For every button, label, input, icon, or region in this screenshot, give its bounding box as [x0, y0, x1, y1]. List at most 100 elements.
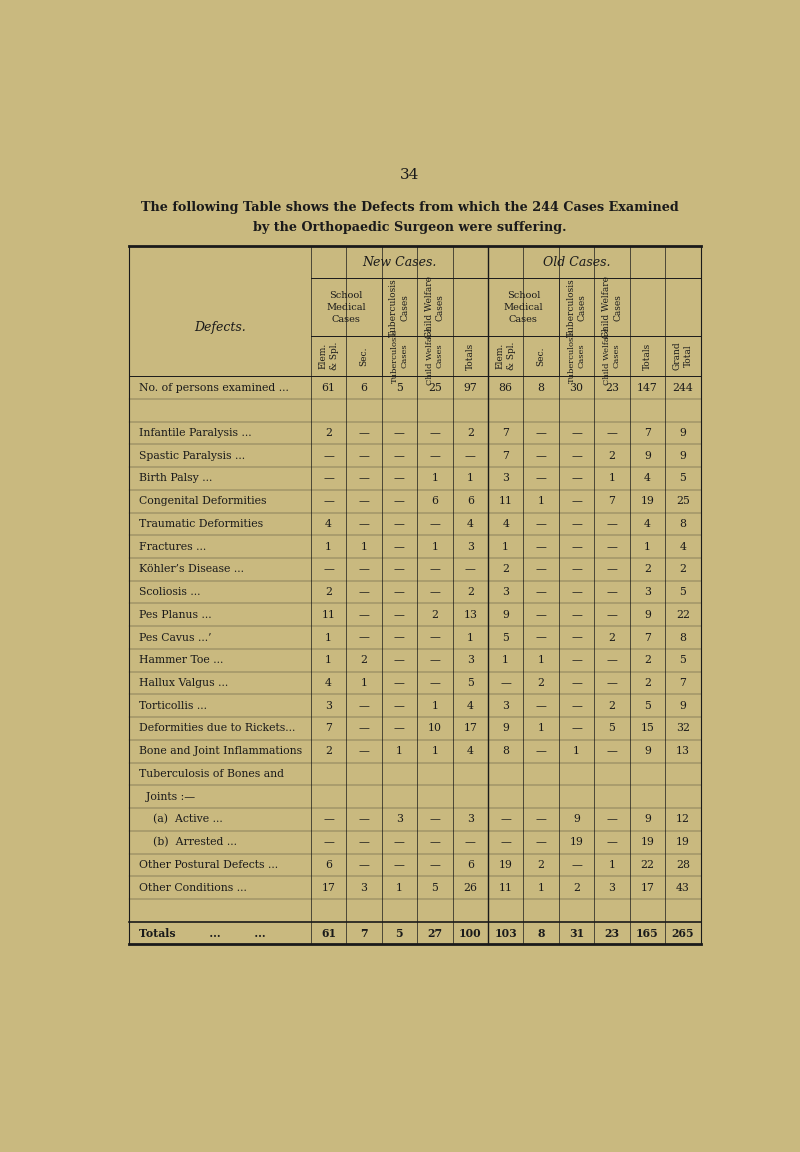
Text: 10: 10 — [428, 723, 442, 734]
Text: 1: 1 — [325, 541, 332, 552]
Text: 4: 4 — [644, 518, 651, 529]
Text: —: — — [358, 632, 370, 643]
Text: —: — — [323, 497, 334, 506]
Text: Old Cases.: Old Cases. — [543, 256, 610, 268]
Text: 5: 5 — [395, 927, 403, 939]
Text: No. of persons examined ...: No. of persons examined ... — [138, 382, 289, 393]
Text: 2: 2 — [644, 679, 651, 688]
Text: Congenital Deformities: Congenital Deformities — [138, 497, 266, 506]
Text: 9: 9 — [679, 429, 686, 438]
Text: 1: 1 — [431, 473, 438, 484]
Text: Totals         ...         ...: Totals ... ... — [138, 927, 266, 939]
Text: 27: 27 — [427, 927, 442, 939]
Text: 7: 7 — [360, 927, 368, 939]
Text: 1: 1 — [466, 473, 474, 484]
Text: 12: 12 — [676, 814, 690, 825]
Text: 1: 1 — [502, 655, 510, 666]
Text: —: — — [606, 541, 618, 552]
Text: —: — — [358, 746, 370, 756]
Text: Fractures ...: Fractures ... — [138, 541, 206, 552]
Text: 1: 1 — [325, 655, 332, 666]
Text: —: — — [571, 679, 582, 688]
Text: 1: 1 — [644, 541, 651, 552]
Text: Other Conditions ...: Other Conditions ... — [138, 882, 246, 893]
Text: Child Welfare
Cases: Child Welfare Cases — [602, 276, 622, 339]
Text: Tuberculosis
Cases: Tuberculosis Cases — [566, 278, 586, 336]
Text: 19: 19 — [641, 497, 654, 506]
Text: —: — — [358, 497, 370, 506]
Text: 1: 1 — [609, 473, 615, 484]
Text: 4: 4 — [325, 518, 332, 529]
Text: 2: 2 — [573, 882, 580, 893]
Text: 8: 8 — [679, 632, 686, 643]
Text: Child Welfare
Cases: Child Welfare Cases — [425, 276, 445, 339]
Text: 265: 265 — [671, 927, 694, 939]
Text: 9: 9 — [644, 450, 651, 461]
Text: Tuberculosis
Cases: Tuberculosis Cases — [568, 329, 586, 384]
Text: Infantile Paralysis ...: Infantile Paralysis ... — [138, 429, 251, 438]
Text: 2: 2 — [679, 564, 686, 575]
Text: 165: 165 — [636, 927, 659, 939]
Text: 61: 61 — [321, 927, 336, 939]
Text: —: — — [465, 564, 476, 575]
Text: Köhler’s Disease ...: Köhler’s Disease ... — [138, 564, 244, 575]
Text: 147: 147 — [637, 382, 658, 393]
Text: —: — — [536, 632, 546, 643]
Text: 2: 2 — [325, 588, 332, 597]
Text: —: — — [358, 518, 370, 529]
Text: 3: 3 — [502, 473, 510, 484]
Text: —: — — [571, 450, 582, 461]
Text: —: — — [358, 588, 370, 597]
Text: 2: 2 — [538, 679, 545, 688]
Text: Sec.: Sec. — [537, 347, 546, 366]
Text: —: — — [358, 723, 370, 734]
Text: Child Welfare
Cases: Child Welfare Cases — [426, 327, 444, 385]
Text: Torticollis ...: Torticollis ... — [138, 700, 206, 711]
Text: —: — — [536, 609, 546, 620]
Text: 9: 9 — [679, 450, 686, 461]
Text: 3: 3 — [466, 541, 474, 552]
Text: Tuberculosis of Bones and: Tuberculosis of Bones and — [138, 768, 284, 779]
Text: Child Welfare
Cases: Child Welfare Cases — [603, 327, 621, 385]
Text: 7: 7 — [325, 723, 332, 734]
Text: 4: 4 — [467, 700, 474, 711]
Text: Defects.: Defects. — [194, 320, 246, 334]
Text: —: — — [394, 473, 405, 484]
Text: —: — — [358, 473, 370, 484]
Text: —: — — [606, 429, 618, 438]
Text: 2: 2 — [502, 564, 510, 575]
Text: —: — — [394, 588, 405, 597]
Text: —: — — [430, 838, 440, 847]
Text: 7: 7 — [502, 450, 509, 461]
Text: 9: 9 — [644, 814, 651, 825]
Text: 9: 9 — [502, 723, 509, 734]
Text: 3: 3 — [644, 588, 651, 597]
Text: 19: 19 — [676, 838, 690, 847]
Text: 5: 5 — [609, 723, 615, 734]
Text: —: — — [430, 655, 440, 666]
Text: 1: 1 — [361, 679, 367, 688]
Text: —: — — [536, 518, 546, 529]
Text: —: — — [606, 838, 618, 847]
Text: 8: 8 — [679, 518, 686, 529]
Text: —: — — [571, 859, 582, 870]
Text: 30: 30 — [570, 382, 583, 393]
Text: 6: 6 — [361, 382, 367, 393]
Text: 23: 23 — [605, 927, 619, 939]
Text: —: — — [465, 838, 476, 847]
Text: —: — — [571, 632, 582, 643]
Text: 6: 6 — [466, 859, 474, 870]
Text: Grand
Total: Grand Total — [673, 342, 693, 371]
Text: 4: 4 — [679, 541, 686, 552]
Text: —: — — [536, 450, 546, 461]
Text: Deformities due to Rickets...: Deformities due to Rickets... — [138, 723, 295, 734]
Text: —: — — [500, 679, 511, 688]
Text: Birth Palsy ...: Birth Palsy ... — [138, 473, 212, 484]
Text: 25: 25 — [676, 497, 690, 506]
Text: 19: 19 — [570, 838, 583, 847]
Text: 244: 244 — [673, 382, 694, 393]
Text: Other Postural Defects ...: Other Postural Defects ... — [138, 859, 278, 870]
Text: 5: 5 — [431, 882, 438, 893]
Text: —: — — [358, 859, 370, 870]
Text: —: — — [536, 541, 546, 552]
